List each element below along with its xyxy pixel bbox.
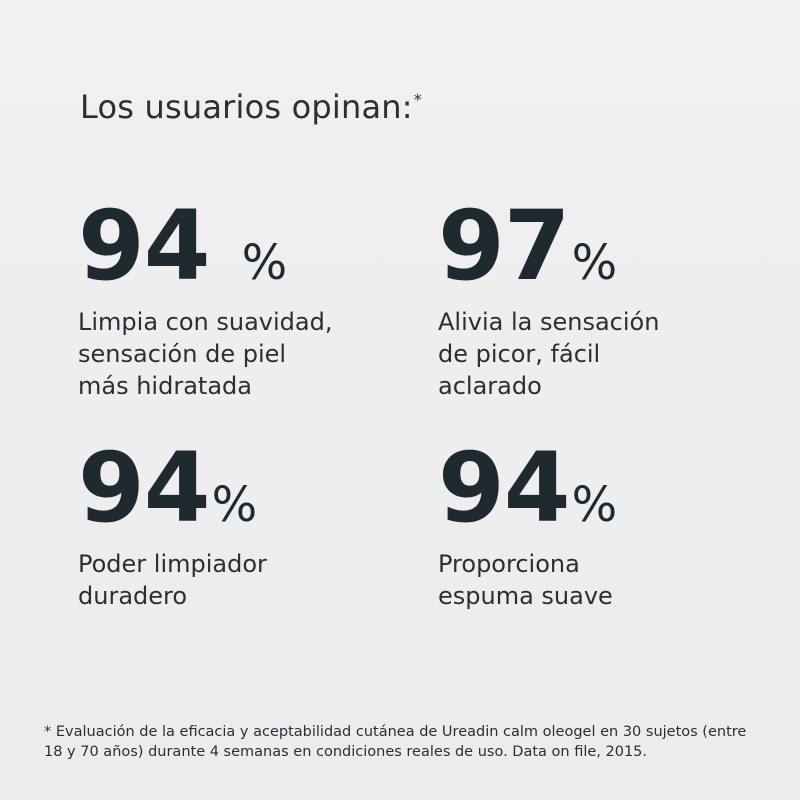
stat-figure: 94 %	[78, 440, 267, 536]
stat-figure: 97 %	[438, 198, 659, 294]
stat-description: Proporciona espuma suave	[438, 550, 613, 610]
stat-description: Limpia con suavidad, sensación de piel m…	[78, 308, 333, 400]
stat-lasting-cleansing: 94 % Poder limpiador duradero	[78, 440, 267, 612]
page-title: Los usuarios opinan:*	[80, 88, 422, 126]
stat-figure: 94 %	[78, 198, 332, 294]
stat-percent-sign: %	[211, 477, 258, 533]
stat-gentle-cleansing: 94 % Limpia con suavidad, sensación de p…	[78, 198, 332, 402]
stat-value: 97	[438, 190, 571, 302]
study-footnote: * Evaluación de la eficacia y aceptabili…	[44, 724, 747, 760]
stat-soft-foam: 94 % Proporciona espuma suave	[438, 440, 617, 612]
title-footnote-marker: *	[413, 90, 422, 109]
stat-description: Alivia la sensación de picor, fácil acla…	[438, 308, 660, 400]
stat-value: 94	[438, 432, 571, 544]
stat-itch-relief: 97 % Alivia la sensación de picor, fácil…	[438, 198, 659, 402]
stat-percent-sign: %	[571, 235, 618, 291]
stat-percent-sign: %	[241, 235, 288, 291]
stat-description: Poder limpiador duradero	[78, 550, 267, 610]
stat-figure: 94 %	[438, 440, 617, 536]
title-text: Los usuarios opinan:	[80, 88, 413, 126]
stat-percent-sign: %	[571, 477, 618, 533]
stat-value: 94	[78, 190, 211, 302]
stat-value: 94	[78, 432, 211, 544]
